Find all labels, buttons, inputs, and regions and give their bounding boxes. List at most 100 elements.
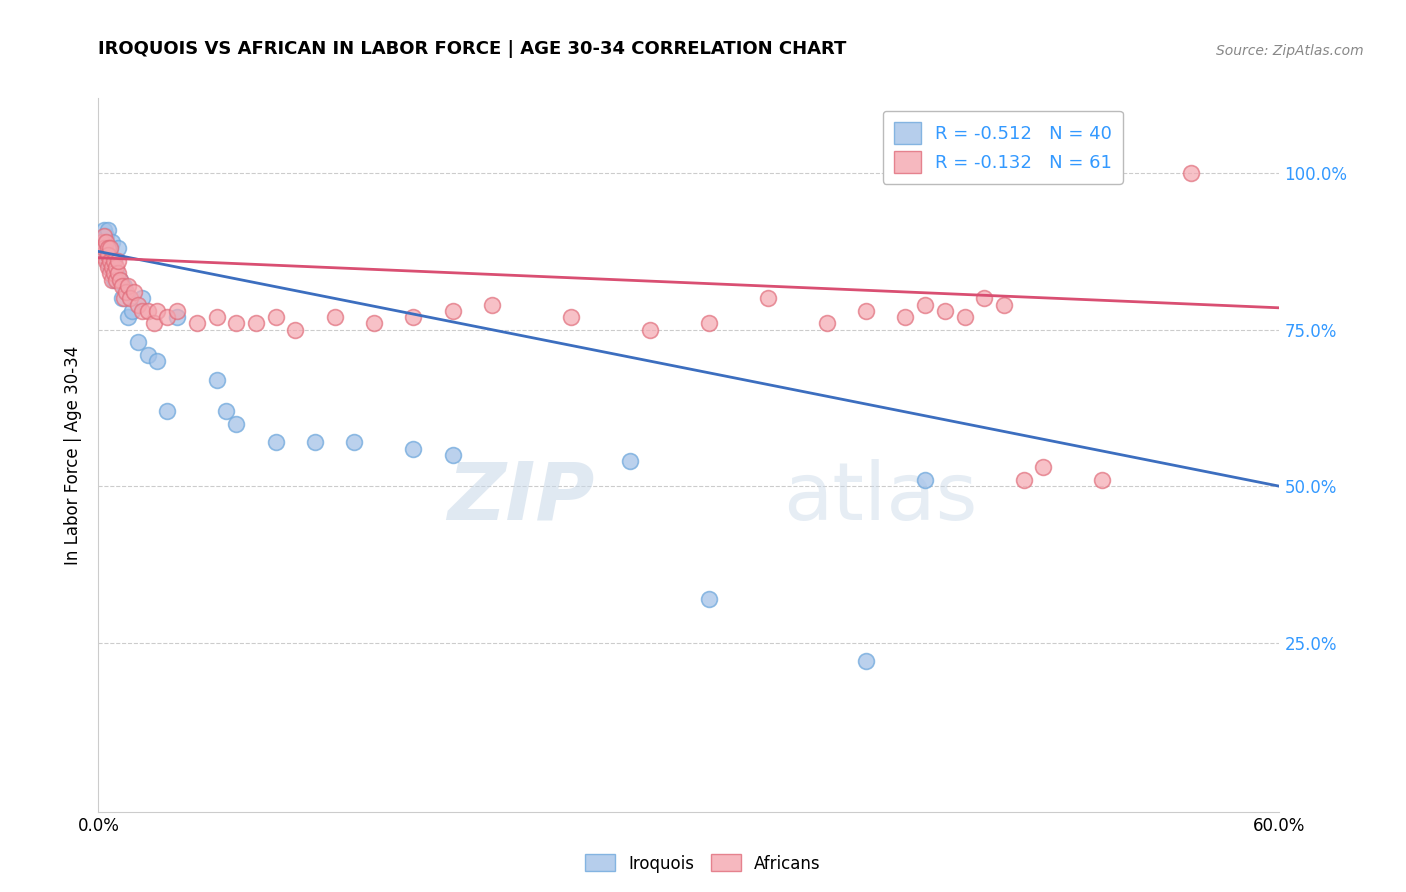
Point	[136, 304, 159, 318]
Point	[323, 310, 346, 325]
Point	[481, 298, 503, 312]
Point	[756, 292, 779, 306]
Point	[225, 317, 247, 331]
Point	[205, 310, 228, 325]
Point	[402, 442, 425, 456]
Point	[697, 591, 720, 606]
Point	[146, 354, 169, 368]
Point	[166, 310, 188, 325]
Point	[131, 304, 153, 318]
Point	[142, 317, 165, 331]
Point	[245, 317, 267, 331]
Point	[105, 266, 128, 280]
Point	[97, 260, 120, 274]
Point	[93, 222, 115, 236]
Point	[112, 292, 135, 306]
Point	[855, 304, 877, 318]
Point	[98, 266, 121, 280]
Point	[98, 241, 121, 255]
Legend: R = -0.512   N = 40, R = -0.132   N = 61: R = -0.512 N = 40, R = -0.132 N = 61	[883, 111, 1123, 184]
Point	[107, 266, 129, 280]
Point	[441, 448, 464, 462]
Text: ZIP: ZIP	[447, 458, 595, 537]
Point	[1091, 473, 1114, 487]
Point	[993, 298, 1015, 312]
Point	[205, 373, 228, 387]
Point	[97, 253, 120, 268]
Point	[96, 247, 118, 261]
Point	[914, 473, 936, 487]
Point	[103, 253, 125, 268]
Point	[1032, 460, 1054, 475]
Point	[101, 253, 124, 268]
Point	[93, 241, 115, 255]
Point	[91, 247, 114, 261]
Point	[118, 292, 141, 306]
Point	[136, 348, 159, 362]
Point	[96, 235, 118, 249]
Point	[619, 454, 641, 468]
Point	[121, 304, 143, 318]
Text: Source: ZipAtlas.com: Source: ZipAtlas.com	[1216, 44, 1364, 58]
Point	[103, 273, 125, 287]
Point	[115, 285, 138, 300]
Point	[98, 253, 121, 268]
Point	[112, 279, 135, 293]
Point	[103, 253, 125, 268]
Point	[98, 247, 121, 261]
Point	[107, 253, 129, 268]
Point	[953, 310, 976, 325]
Point	[108, 273, 131, 287]
Point	[343, 435, 366, 450]
Point	[98, 260, 121, 274]
Point	[91, 235, 114, 249]
Point	[97, 241, 120, 255]
Point	[1180, 166, 1202, 180]
Text: IROQUOIS VS AFRICAN IN LABOR FORCE | AGE 30-34 CORRELATION CHART: IROQUOIS VS AFRICAN IN LABOR FORCE | AGE…	[98, 40, 846, 58]
Point	[304, 435, 326, 450]
Point	[91, 235, 114, 249]
Point	[103, 266, 125, 280]
Point	[111, 292, 134, 306]
Point	[105, 260, 128, 274]
Point	[441, 304, 464, 318]
Point	[96, 228, 118, 243]
Point	[1012, 473, 1035, 487]
Y-axis label: In Labor Force | Age 30-34: In Labor Force | Age 30-34	[65, 345, 83, 565]
Point	[101, 260, 124, 274]
Point	[107, 241, 129, 255]
Point	[934, 304, 956, 318]
Point	[914, 298, 936, 312]
Point	[127, 335, 149, 350]
Point	[225, 417, 247, 431]
Point	[101, 273, 124, 287]
Point	[93, 228, 115, 243]
Point	[97, 241, 120, 255]
Point	[97, 247, 120, 261]
Point	[127, 298, 149, 312]
Point	[122, 285, 145, 300]
Point	[264, 310, 287, 325]
Point	[264, 435, 287, 450]
Point	[363, 317, 385, 331]
Point	[117, 310, 139, 325]
Point	[108, 273, 131, 287]
Point	[93, 241, 115, 255]
Point	[560, 310, 582, 325]
Point	[101, 235, 124, 249]
Point	[98, 241, 121, 255]
Text: atlas: atlas	[783, 458, 977, 537]
Point	[894, 310, 917, 325]
Point	[156, 404, 179, 418]
Point	[111, 279, 134, 293]
Point	[105, 273, 128, 287]
Point	[284, 323, 307, 337]
Point	[402, 310, 425, 325]
Point	[146, 304, 169, 318]
Legend: Iroquois, Africans: Iroquois, Africans	[578, 847, 828, 880]
Point	[96, 253, 118, 268]
Point	[97, 222, 120, 236]
Point	[166, 304, 188, 318]
Point	[186, 317, 208, 331]
Point	[131, 292, 153, 306]
